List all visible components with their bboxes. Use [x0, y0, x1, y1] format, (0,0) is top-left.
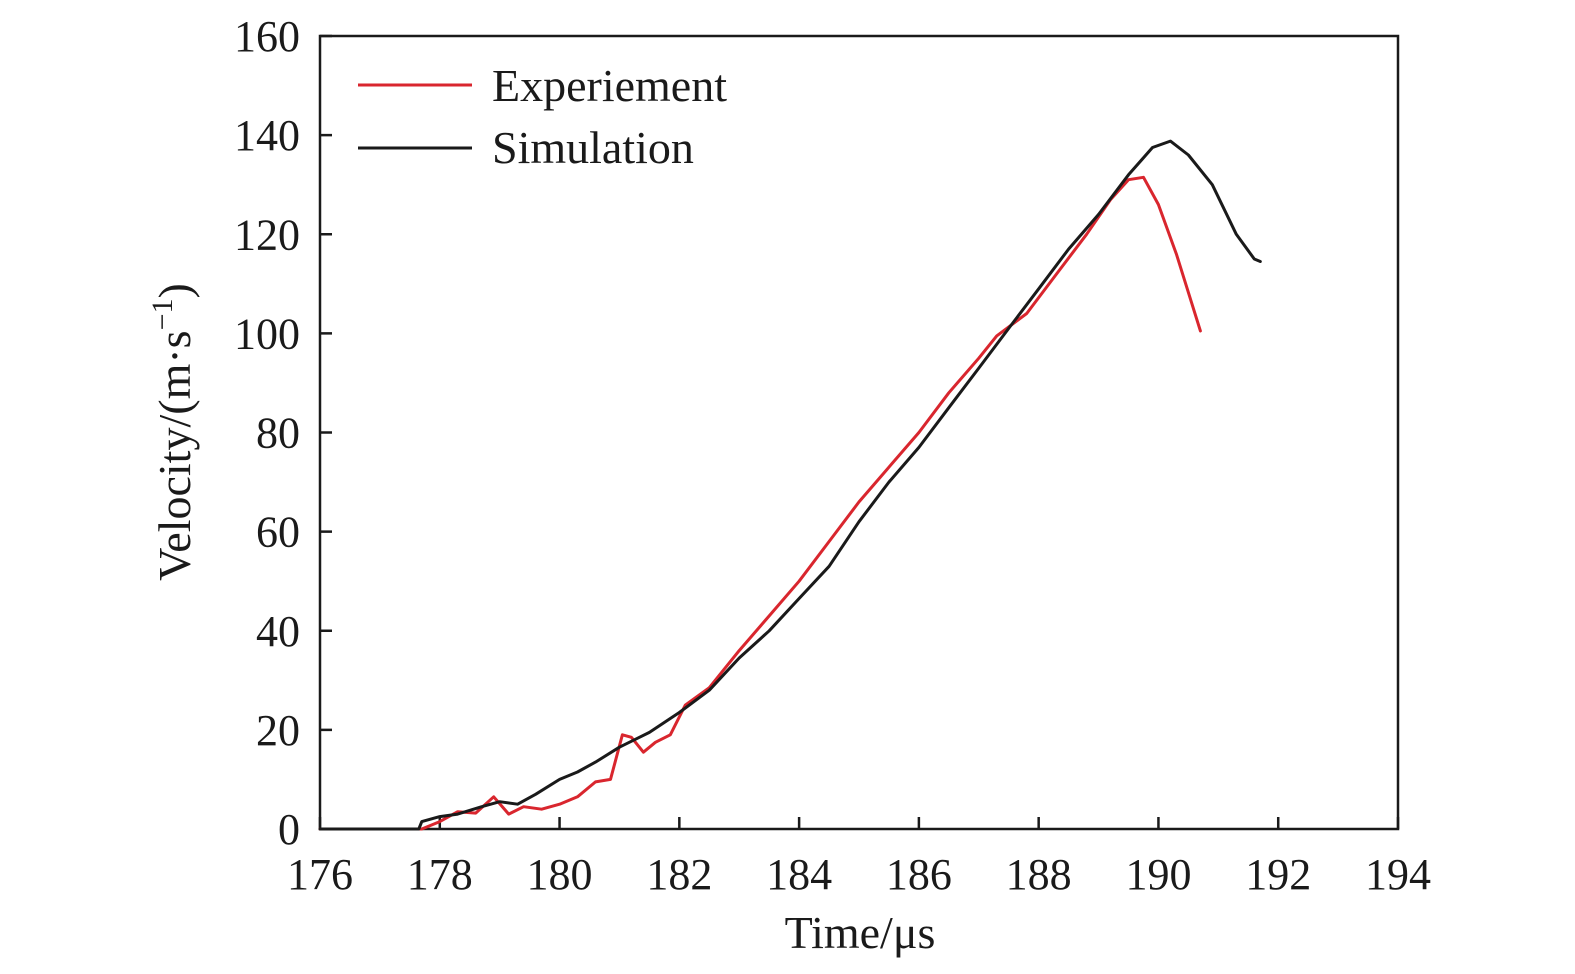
- x-axis-ticks: 176 178 180 182 184 186 188 190 192 194: [287, 817, 1431, 899]
- x-tick-label: 190: [1125, 850, 1191, 899]
- x-tick-label: 184: [766, 850, 832, 899]
- y-tick-label: 120: [234, 210, 300, 259]
- y-tick-label: 80: [256, 409, 300, 458]
- x-tick-label: 178: [407, 850, 473, 899]
- y-tick-label: 0: [278, 805, 300, 854]
- y-tick-label: 100: [234, 309, 300, 358]
- x-axis-title: Time/μs: [785, 907, 936, 958]
- plot-frame: [318, 34, 1400, 831]
- y-axis-title-main: Velocity/(m·s: [149, 330, 200, 580]
- y-tick-label: 20: [256, 706, 300, 755]
- legend: Experiement Simulation: [358, 60, 727, 173]
- x-tick-label: 192: [1245, 850, 1311, 899]
- series-line-experiement: [318, 175, 1202, 831]
- x-tick-label: 188: [1006, 850, 1072, 899]
- x-tick-label: 182: [646, 850, 712, 899]
- y-tick-label: 40: [256, 607, 300, 656]
- y-axis-ticks: 0 20 40 60 80 100 120 140 160: [234, 12, 332, 854]
- x-tick-label: 176: [287, 850, 353, 899]
- x-tick-label: 186: [886, 850, 952, 899]
- y-axis-title-superscript: −1: [146, 299, 179, 331]
- legend-label-experiement: Experiement: [492, 60, 727, 111]
- x-tick-label: 180: [527, 850, 593, 899]
- y-axis-title: Velocity/(m·s−1): [146, 283, 200, 581]
- series-line-simulation: [318, 139, 1262, 831]
- series-layer: [318, 139, 1262, 831]
- legend-label-simulation: Simulation: [492, 122, 694, 173]
- y-axis-title-close: ): [149, 283, 200, 298]
- y-tick-label: 60: [256, 508, 300, 557]
- x-tick-label: 194: [1365, 850, 1431, 899]
- y-tick-label: 160: [234, 12, 300, 61]
- y-tick-label: 140: [234, 111, 300, 160]
